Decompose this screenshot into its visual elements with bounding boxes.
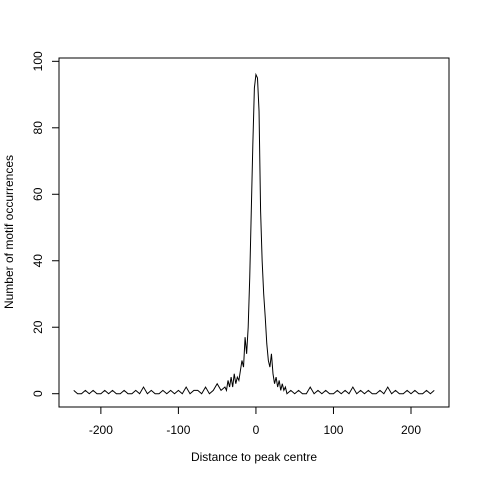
x-tick-label: 100	[323, 423, 343, 437]
y-tick-label: 40	[31, 254, 45, 268]
x-axis-label: Distance to peak centre	[191, 450, 317, 464]
x-tick-label: 0	[253, 423, 260, 437]
x-tick-label: 200	[401, 423, 421, 437]
y-tick-label: 100	[31, 51, 45, 71]
y-axis-label: Number of motif occurrences	[2, 155, 16, 309]
y-tick-label: 20	[31, 320, 45, 334]
y-tick-label: 0	[31, 390, 45, 397]
plot-box	[58, 57, 450, 408]
x-tick-label: -100	[166, 423, 190, 437]
y-tick-label: 60	[31, 187, 45, 201]
data-line	[73, 72, 435, 395]
x-tick-label: -200	[89, 423, 113, 437]
y-tick-label: 80	[31, 121, 45, 135]
